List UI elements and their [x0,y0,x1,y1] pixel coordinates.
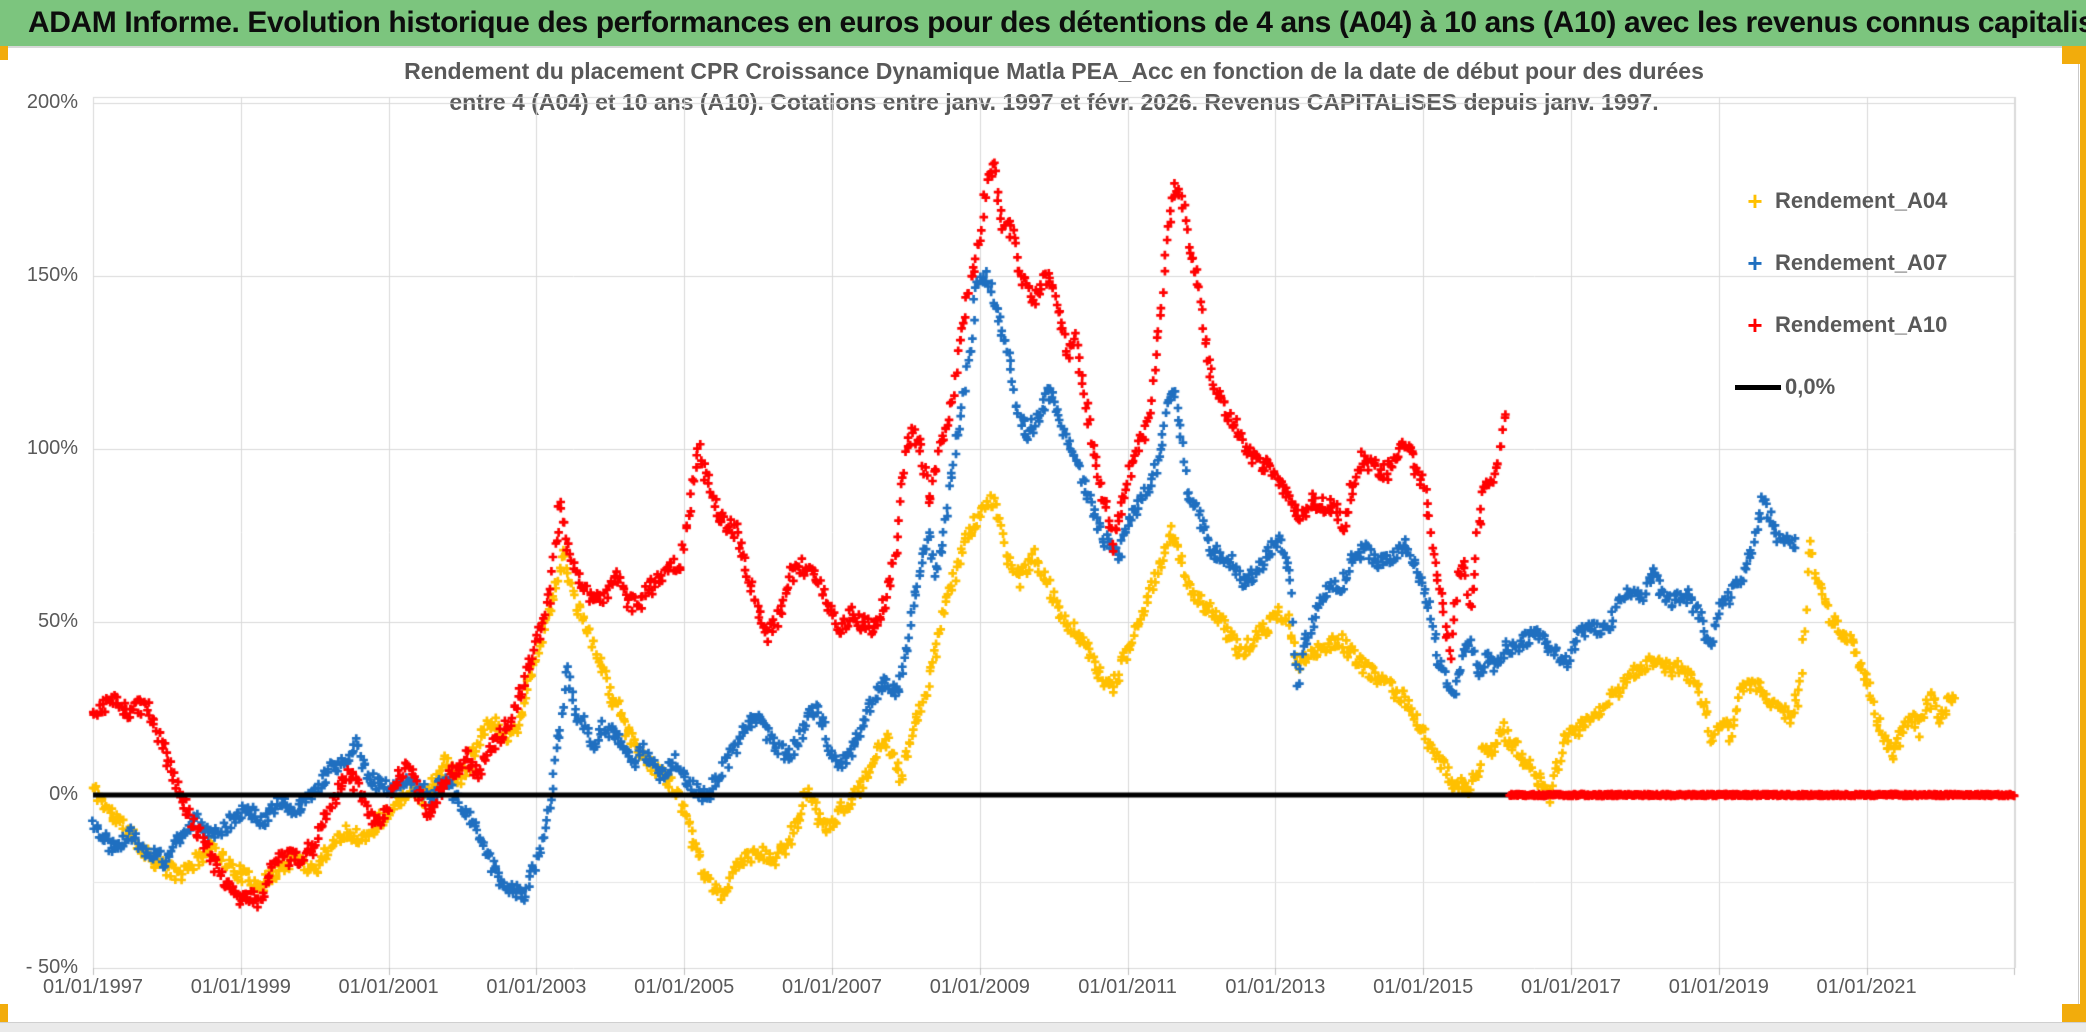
x-axis-label: 01/01/2021 [1816,976,1917,998]
x-axis-label: 01/01/2009 [929,976,1030,998]
orange-tab-bottom-right [2062,1004,2086,1022]
legend-plus-marker-icon: + [1747,248,1763,278]
legend-item: + Rendement_A10 [1735,310,1947,340]
legend-line-marker-icon [1735,384,1781,390]
legend-plus-marker-icon: + [1747,186,1763,216]
y-axis-label: 0% [49,783,78,805]
x-axis-label: 01/01/2011 [1078,976,1177,998]
orange-tab-top-left [0,46,8,60]
y-axis-label: 200% [26,91,78,113]
x-axis-label: 01/01/2019 [1668,976,1769,998]
x-axis-label: 01/01/2013 [1225,976,1326,998]
legend-label: 0,0% [1785,374,1836,399]
y-axis-label: - 50% [25,956,78,978]
x-axis-label: 01/01/1997 [42,976,144,998]
orange-tab-bottom-left [0,1004,8,1022]
x-axis-label: 01/01/2015 [1373,976,1474,998]
legend-item: 0,0% [1735,372,1835,402]
x-axis-label: 01/01/1999 [190,976,291,998]
x-axis-label: 01/01/2007 [781,976,883,998]
y-axis-label: 50% [37,610,78,632]
orange-strip-right [2080,64,2086,1010]
x-axis-label: 01/01/2003 [486,976,587,998]
legend-item: + Rendement_A04 [1735,186,1947,216]
legend-item: + Rendement_A07 [1735,248,1947,278]
x-axis-label: 01/01/2001 [338,976,439,998]
x-axis-label: 01/01/2017 [1520,976,1622,998]
y-axis-label: 150% [26,264,78,286]
legend-label: Rendement_A07 [1775,250,1948,275]
legend-label: Rendement_A04 [1775,188,1948,213]
window-edge-line [2078,64,2079,1010]
y-axis-label: 100% [26,437,78,459]
orange-tab-top-right [2062,46,2086,64]
legend-plus-marker-icon: + [1747,310,1763,340]
legend-label: Rendement_A10 [1775,312,1948,337]
x-axis-label: 01/01/2005 [634,976,735,998]
bottom-strip [0,1022,2086,1032]
